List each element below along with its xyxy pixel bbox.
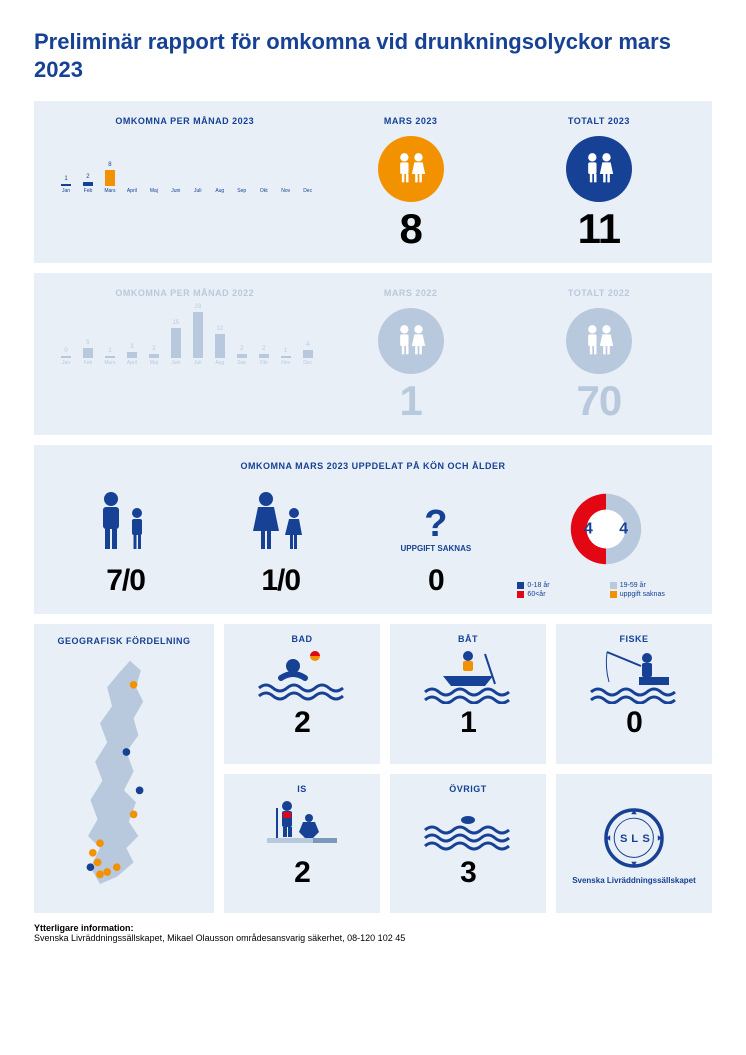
map-label: GEOGRAFISK FÖRDELNING — [46, 636, 202, 646]
question-icon: ? — [362, 505, 509, 543]
sweden-map — [46, 656, 202, 896]
activity-fiske-value: 0 — [626, 706, 642, 740]
male-icon — [91, 491, 161, 555]
age-donut: 44 — [562, 485, 650, 573]
total-2022-cell: TOTALT 2022 70 — [505, 288, 693, 422]
people-icon — [566, 136, 632, 202]
unknown-value: 0 — [362, 564, 509, 598]
activity-ovrigt-label: ÖVRIGT — [449, 784, 487, 794]
activity-bad-label: BAD — [292, 634, 313, 644]
month-2022-label: MARS 2022 — [317, 288, 505, 298]
activity-bat-value: 1 — [460, 706, 476, 740]
month-2023-cell: MARS 2023 8 — [317, 116, 505, 250]
monthly-2022-cell: OMKOMNA PER MÅNAD 2022 0Jan5Feb1Mars3Apr… — [53, 288, 317, 422]
total-2022-value: 70 — [505, 380, 693, 422]
total-2022-label: TOTALT 2022 — [505, 288, 693, 298]
activity-fiske-label: FISKE — [619, 634, 648, 644]
people-icon — [378, 308, 444, 374]
activity-bad-value: 2 — [294, 706, 310, 740]
female-value: 1/0 — [207, 564, 354, 598]
svg-text:L: L — [631, 833, 638, 845]
activity-bat-label: BÅT — [458, 634, 478, 644]
unknown-cell: ? UPPGIFT SAKNAS 0 — [362, 505, 509, 598]
panel-2023: OMKOMNA PER MÅNAD 2023 1Jan2Feb8MarsApri… — [34, 101, 712, 263]
monthly-2022-label: OMKOMNA PER MÅNAD 2022 — [53, 288, 317, 298]
footer-line: Svenska Livräddningssällskapet, Mikael O… — [34, 933, 405, 943]
boat-icon — [423, 648, 513, 704]
people-icon — [566, 308, 632, 374]
panel-2022: OMKOMNA PER MÅNAD 2022 0Jan5Feb1Mars3Apr… — [34, 273, 712, 435]
month-2023-label: MARS 2023 — [317, 116, 505, 126]
total-2023-cell: TOTALT 2023 11 — [505, 116, 693, 250]
ga-title: OMKOMNA MARS 2023 UPPDELAT PÅ KÖN OCH ÅL… — [52, 461, 694, 471]
org-name: Svenska Livräddningssällskapet — [572, 876, 696, 885]
donut-cell: 44 0-18 år19-59 år60<åruppgift saknas — [517, 485, 694, 598]
unknown-label: UPPGIFT SAKNAS — [362, 545, 509, 554]
footer: Ytterligare information: Svenska Livrädd… — [34, 923, 712, 957]
svg-text:4: 4 — [619, 520, 628, 537]
total-2023-value: 11 — [505, 208, 693, 250]
fishing-icon — [589, 648, 679, 704]
activity-fiske: FISKE 0 — [556, 624, 712, 764]
monthly-2023-chart: 1Jan2Feb8MarsAprilMajJuniJuliAugSepOktNo… — [57, 136, 317, 194]
people-icon — [378, 136, 444, 202]
svg-text:S: S — [620, 833, 628, 845]
total-2023-label: TOTALT 2023 — [505, 116, 693, 126]
activity-is-label: IS — [297, 784, 307, 794]
logo-cell: S L S Svenska Livräddningssällskapet — [556, 774, 712, 914]
female-cell: 1/0 — [207, 491, 354, 598]
sls-logo-icon: S L S — [599, 803, 669, 873]
panel-gender-age: OMKOMNA MARS 2023 UPPDELAT PÅ KÖN OCH ÅL… — [34, 445, 712, 614]
donut-legend: 0-18 år19-59 år60<åruppgift saknas — [517, 582, 694, 598]
month-2022-value: 1 — [317, 380, 505, 422]
activity-is: IS 2 — [224, 774, 380, 914]
svg-text:4: 4 — [584, 520, 593, 537]
monthly-2022-chart: 0Jan5Feb1Mars3April2Maj15Juni23Juli12Aug… — [57, 308, 317, 366]
male-cell: 7/0 — [52, 491, 199, 598]
monthly-2023-cell: OMKOMNA PER MÅNAD 2023 1Jan2Feb8MarsApri… — [53, 116, 317, 250]
activity-grid: BAD 2 BÅT — [224, 624, 712, 913]
month-2023-value: 8 — [317, 208, 505, 250]
other-icon — [423, 798, 513, 854]
activity-bat: BÅT 1 — [390, 624, 546, 764]
activity-bad: BAD 2 — [224, 624, 380, 764]
footer-heading: Ytterligare information: — [34, 923, 134, 933]
month-2022-cell: MARS 2022 1 — [317, 288, 505, 422]
swim-icon — [257, 648, 347, 704]
page-title: Preliminär rapport för omkomna vid drunk… — [34, 28, 712, 83]
female-icon — [246, 491, 316, 555]
activity-ovrigt-value: 3 — [460, 856, 476, 890]
male-value: 7/0 — [52, 564, 199, 598]
ice-icon — [257, 798, 347, 854]
activity-is-value: 2 — [294, 856, 310, 890]
monthly-2023-label: OMKOMNA PER MÅNAD 2023 — [53, 116, 317, 126]
activity-ovrigt: ÖVRIGT 3 — [390, 774, 546, 914]
map-panel: GEOGRAFISK FÖRDELNING — [34, 624, 214, 913]
svg-text:S: S — [642, 833, 650, 845]
